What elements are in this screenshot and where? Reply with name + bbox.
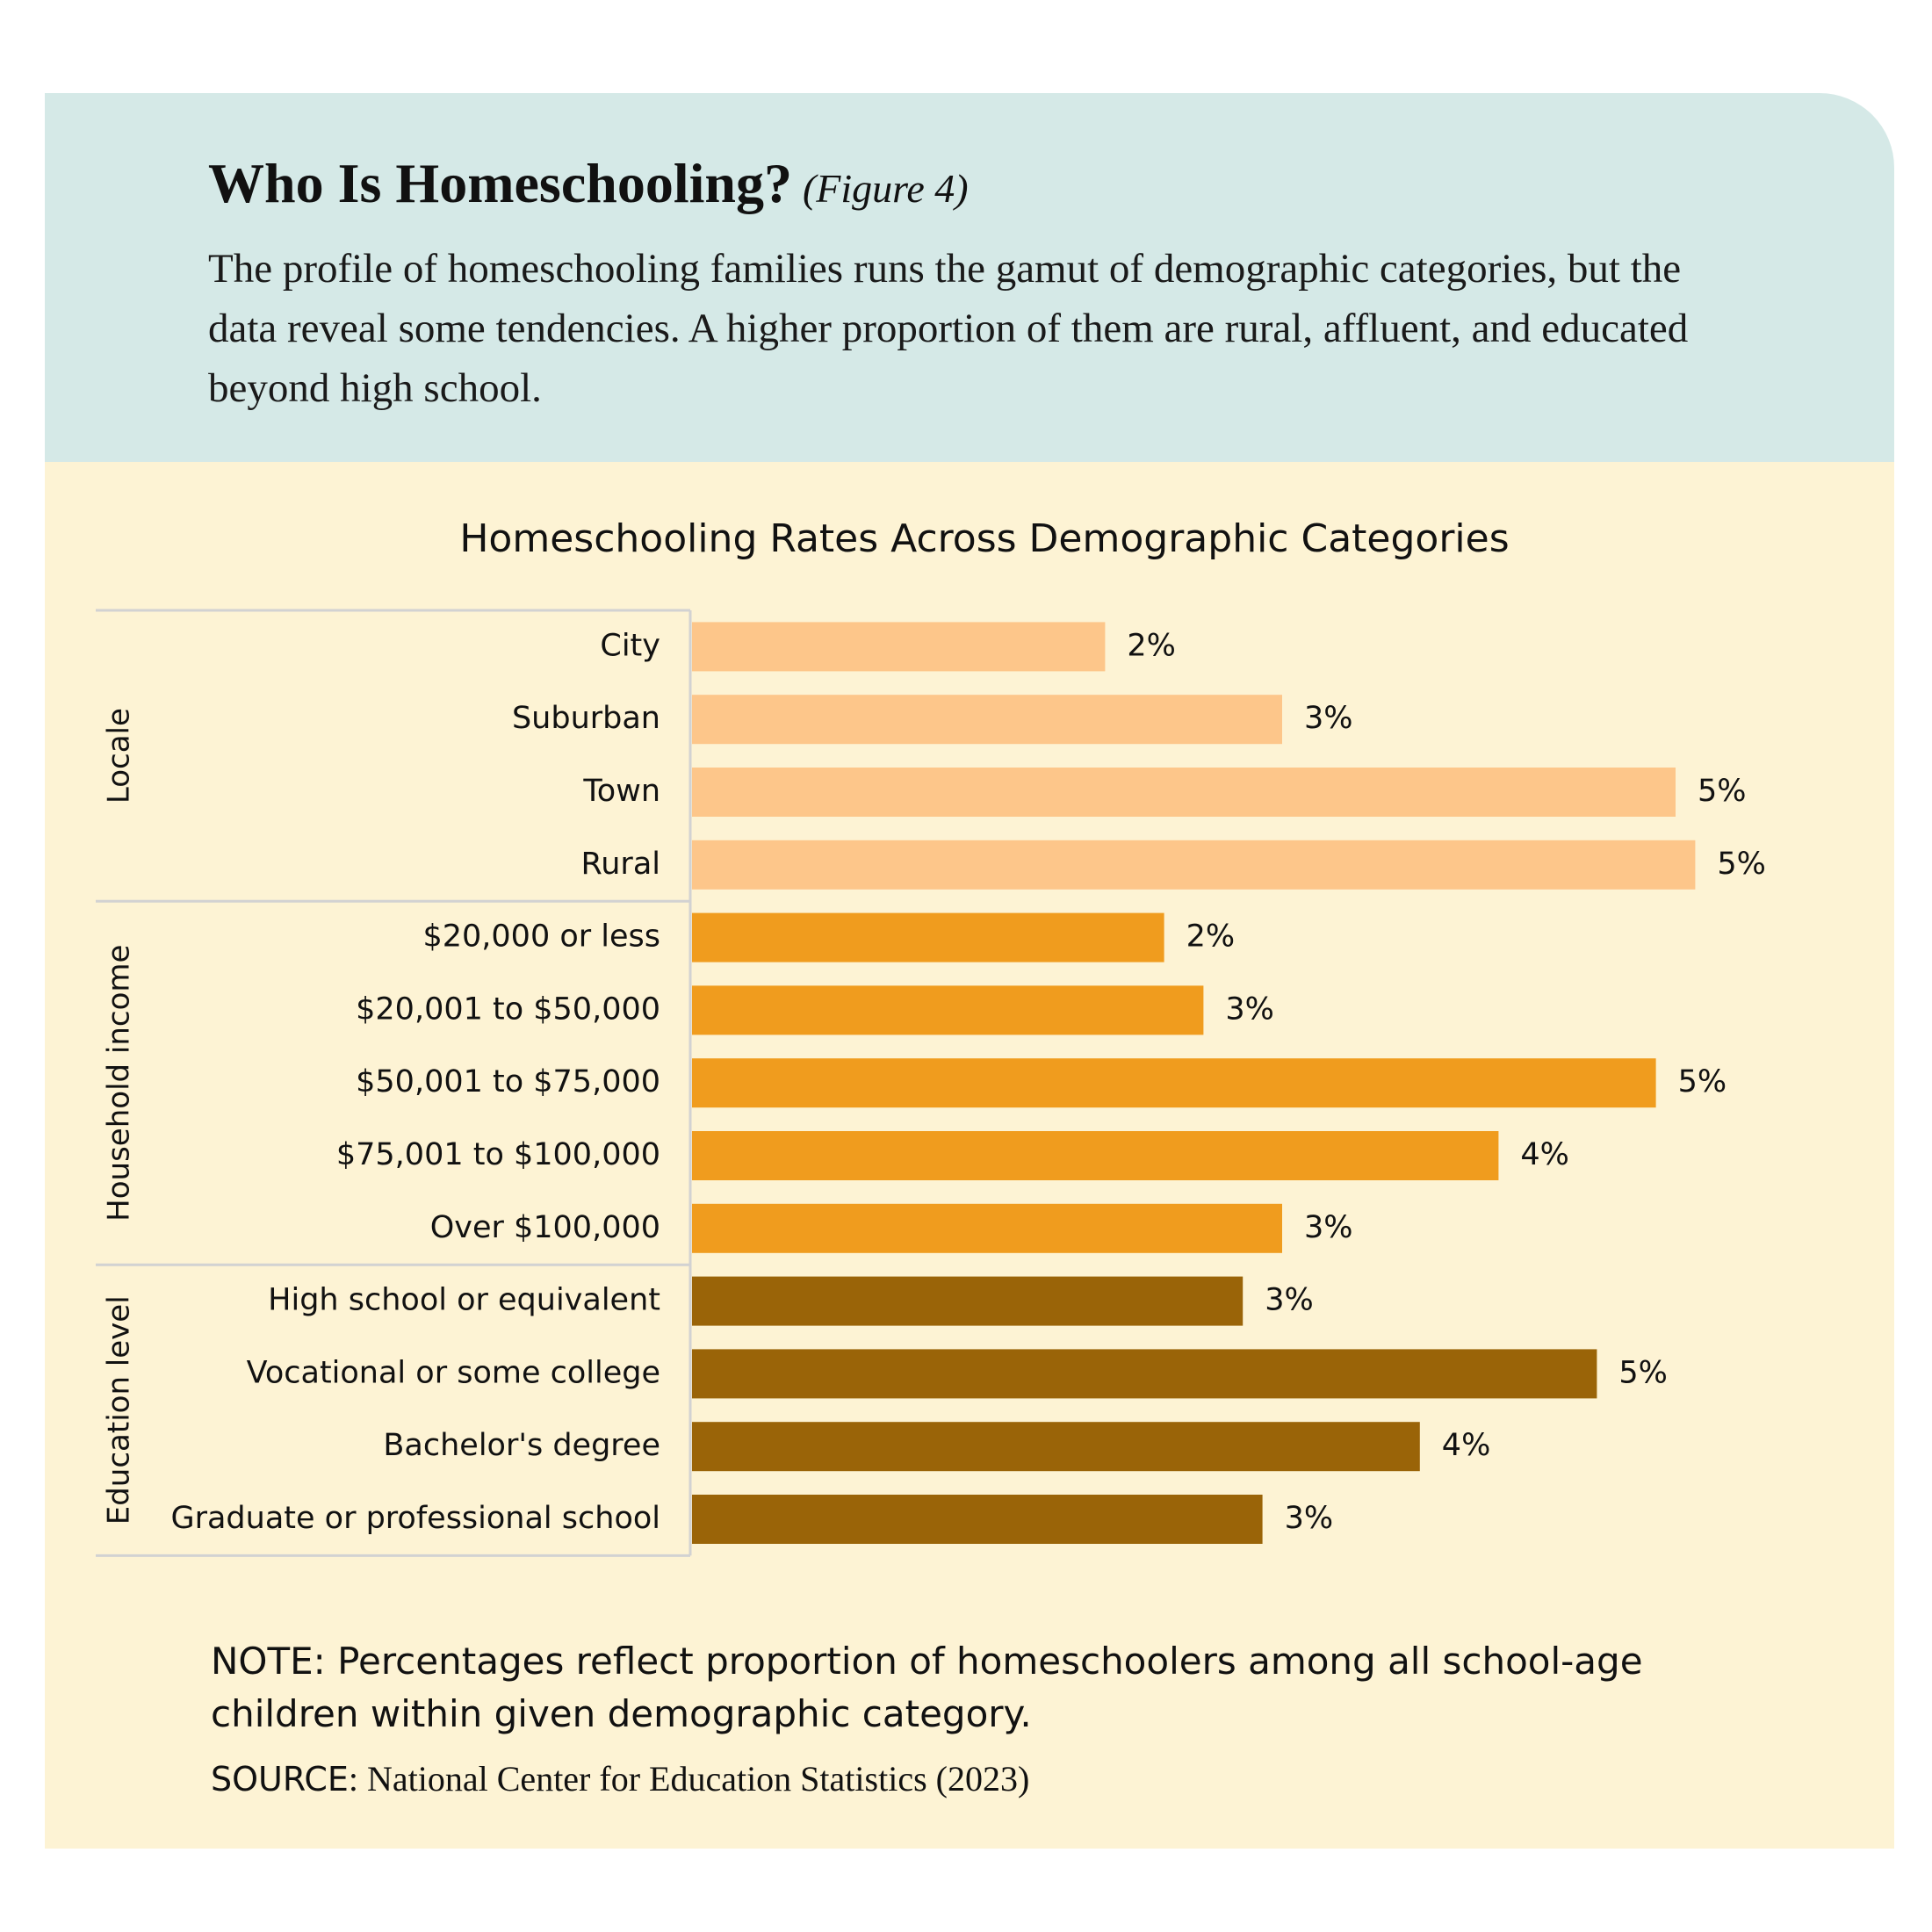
source: SOURCE: National Center for Education St… <box>211 1758 1029 1799</box>
source-text: : National Center for Education Statisti… <box>348 1759 1030 1799</box>
category-label: Rural <box>581 847 661 882</box>
bar <box>692 695 1282 745</box>
value-label: 2% <box>1127 628 1176 663</box>
category-label: City <box>600 628 660 663</box>
title-text: Who Is Homeschooling? <box>208 152 792 214</box>
value-label: 3% <box>1304 1210 1353 1245</box>
bar <box>692 768 1676 817</box>
category-label: Vocational or some college <box>247 1355 660 1390</box>
figure-label: (Figure 4) <box>802 166 969 211</box>
group-label: Household income <box>102 945 137 1222</box>
category-label: $20,001 to $50,000 <box>356 991 660 1027</box>
source-label: SOURCE <box>211 1760 349 1799</box>
value-label: 5% <box>1678 1064 1727 1099</box>
bar <box>692 622 1106 672</box>
category-label: Town <box>582 774 660 809</box>
bar <box>692 1276 1244 1326</box>
bar <box>692 912 1164 962</box>
category-label: Over $100,000 <box>430 1210 660 1245</box>
value-label: 3% <box>1285 1501 1334 1536</box>
value-label: 4% <box>1442 1428 1491 1463</box>
bar <box>692 1058 1656 1108</box>
value-label: 3% <box>1265 1283 1314 1318</box>
bar <box>692 1495 1263 1544</box>
category-label: $75,001 to $100,000 <box>336 1137 660 1172</box>
group-label: Education level <box>102 1295 137 1525</box>
header-title: Who Is Homeschooling? (Figure 4) <box>208 151 969 216</box>
value-label: 5% <box>1698 774 1747 809</box>
category-label: Graduate or professional school <box>170 1501 660 1536</box>
category-label: $20,000 or less <box>422 919 660 955</box>
intro-text: The profile of homeschooling families ru… <box>208 246 1689 411</box>
value-label: 2% <box>1186 919 1236 955</box>
value-label: 3% <box>1225 991 1274 1027</box>
category-label: Bachelor's degree <box>383 1428 660 1463</box>
chart-title: Homeschooling Rates Across Demographic C… <box>459 516 1509 561</box>
value-label: 5% <box>1618 1355 1668 1390</box>
bar <box>692 840 1696 890</box>
category-label: Suburban <box>512 701 660 736</box>
bar <box>692 1203 1282 1253</box>
category-label: High school or equivalent <box>268 1283 660 1318</box>
note: NOTE: Percentages reflect proportion of … <box>211 1640 1643 1735</box>
value-label: 5% <box>1717 847 1766 882</box>
bar <box>692 1131 1499 1180</box>
bar <box>692 1422 1420 1472</box>
header-panel <box>45 93 1894 462</box>
bar <box>692 985 1204 1035</box>
value-label: 3% <box>1304 701 1353 736</box>
bar <box>692 1349 1597 1399</box>
value-label: 4% <box>1520 1137 1569 1172</box>
category-label: $50,001 to $75,000 <box>356 1064 660 1099</box>
group-label: Locale <box>102 708 137 804</box>
